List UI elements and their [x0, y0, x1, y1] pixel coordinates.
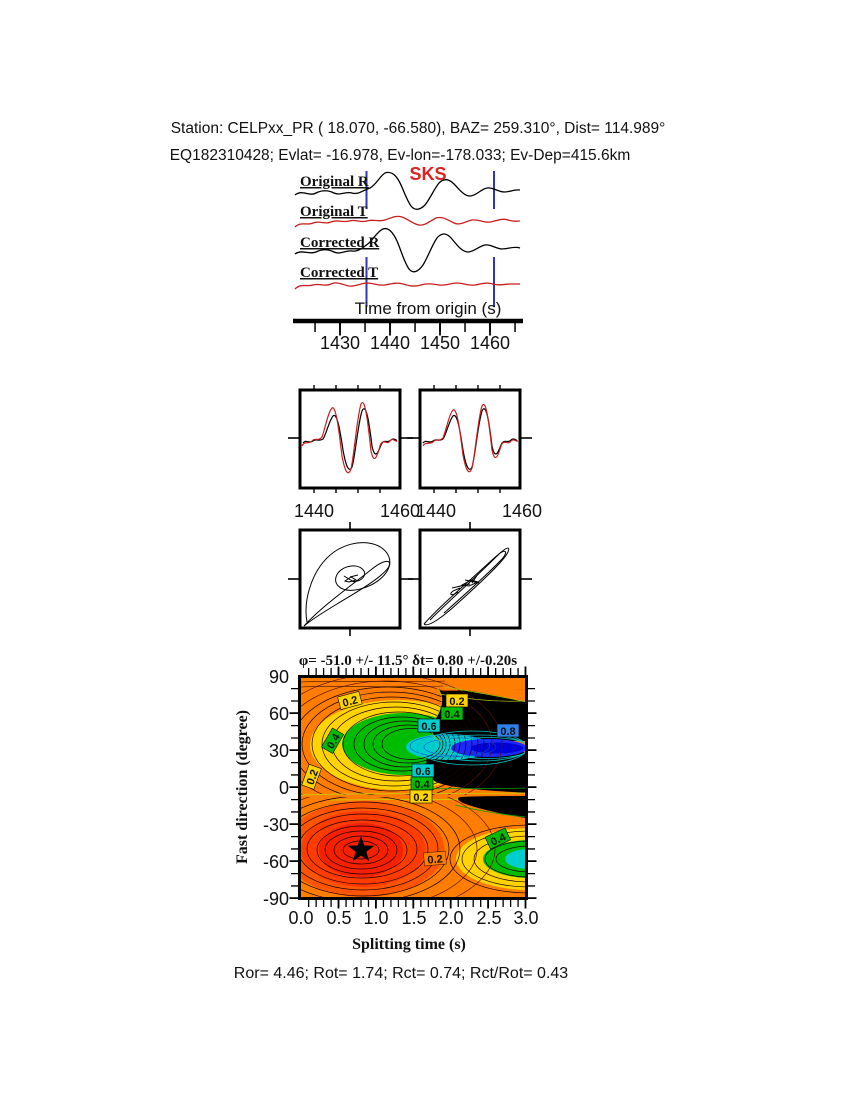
- trace-label-original-r: Original R: [300, 174, 369, 190]
- trace-label-original-t: Original T: [300, 204, 368, 220]
- xtick-0: 0.0: [288, 908, 313, 928]
- ytick-0: 0: [279, 778, 289, 798]
- time-axis-title: Time from origin (s): [355, 299, 502, 318]
- time-tick-1430: 1430: [320, 333, 360, 353]
- xtick-05: 0.5: [326, 908, 351, 928]
- splitting-stats: Ror= 4.46; Rot= 1.74; Rct= 0.74; Rct/Rot…: [234, 965, 569, 982]
- contour-label: 0.2: [449, 696, 464, 708]
- xtick-30: 3.0: [513, 908, 538, 928]
- overlay-right-tick1: 1440: [416, 501, 456, 521]
- contour-title: φ= -51.0 +/- 11.5° δt= 0.80 +/-0.20s: [299, 653, 517, 669]
- waveform-overlay-boxes: 1440 1460 1440 1460: [288, 385, 542, 521]
- corrected-r-trace: [294, 227, 521, 273]
- overlay-box-corrected: [418, 388, 522, 490]
- seismogram-panel: Original R Original T Corrected R Correc…: [293, 164, 523, 353]
- ytick-m60: -60: [263, 852, 289, 872]
- best-fit-star-marker: [347, 836, 375, 862]
- contour-label: 0.6: [421, 721, 436, 733]
- contour-label: 0.2: [305, 768, 322, 786]
- overlay-right-tick2: 1460: [502, 501, 542, 521]
- station-header: Station: CELPxx_PR ( 18.070, -66.580), B…: [171, 120, 666, 137]
- xtick-20: 2.0: [438, 908, 463, 928]
- particle-motion-ellipse: [303, 542, 391, 627]
- overlay-left-tick1: 1440: [294, 501, 334, 521]
- particle-motion-linear: [423, 547, 510, 626]
- contour-label: 0.8: [500, 726, 515, 738]
- ytick-m30: -30: [263, 815, 289, 835]
- ytick-90: 90: [269, 667, 289, 687]
- ytick-30: 30: [269, 741, 289, 761]
- contour-frame: [298, 675, 528, 900]
- trace-label-corrected-r: Corrected R: [300, 235, 379, 251]
- phase-label-sks: SKS: [409, 164, 446, 184]
- contour-level-labels: 0.2 0.2 0.4 0.6 0.8 0.4 0.2 0.6 0.4 0.2 …: [301, 691, 520, 867]
- ytick-m90: -90: [263, 889, 289, 909]
- contour-fill-art: [301, 678, 525, 897]
- error-surface-plot: φ= -51.0 +/- 11.5° δt= 0.80 +/-0.20s: [234, 653, 539, 953]
- original-r-trace: [294, 171, 521, 210]
- contour-label: 0.6: [415, 766, 430, 778]
- contour-label: 0.4: [414, 779, 430, 791]
- particle-motion-boxes: [288, 522, 532, 636]
- corrected-t-trace: [294, 282, 520, 290]
- time-tick-1440: 1440: [370, 333, 410, 353]
- xtick-25: 2.5: [476, 908, 501, 928]
- overlay-right-black-wave: [422, 408, 518, 470]
- ytick-60: 60: [269, 704, 289, 724]
- particle-box-corrected: [418, 528, 522, 630]
- overlay-left-red-wave: [301, 401, 398, 474]
- original-t-trace: [294, 215, 521, 228]
- contour-label: 0.2: [427, 853, 443, 866]
- contour-ylabel: Fast direction (degree): [234, 710, 251, 864]
- overlay-left-tick2: 1460: [380, 501, 420, 521]
- contour-xlabel: Splitting time (s): [352, 936, 466, 953]
- overlay-right-red-wave: [422, 403, 519, 473]
- window-marker-lines: [365, 171, 495, 307]
- event-header: EQ182310428; Evlat= -16.978, Ev-lon=-178…: [170, 147, 631, 164]
- contour-label: 0.2: [341, 694, 359, 710]
- xtick-15: 1.5: [401, 908, 426, 928]
- overlay-box-uncorrected: [298, 388, 402, 490]
- xtick-10: 1.0: [363, 908, 388, 928]
- time-tick-1460: 1460: [470, 333, 510, 353]
- contour-label: 0.2: [413, 792, 428, 804]
- contour-label: 0.4: [444, 709, 460, 721]
- trace-label-corrected-t: Corrected T: [300, 265, 378, 281]
- time-tick-1450: 1450: [420, 333, 460, 353]
